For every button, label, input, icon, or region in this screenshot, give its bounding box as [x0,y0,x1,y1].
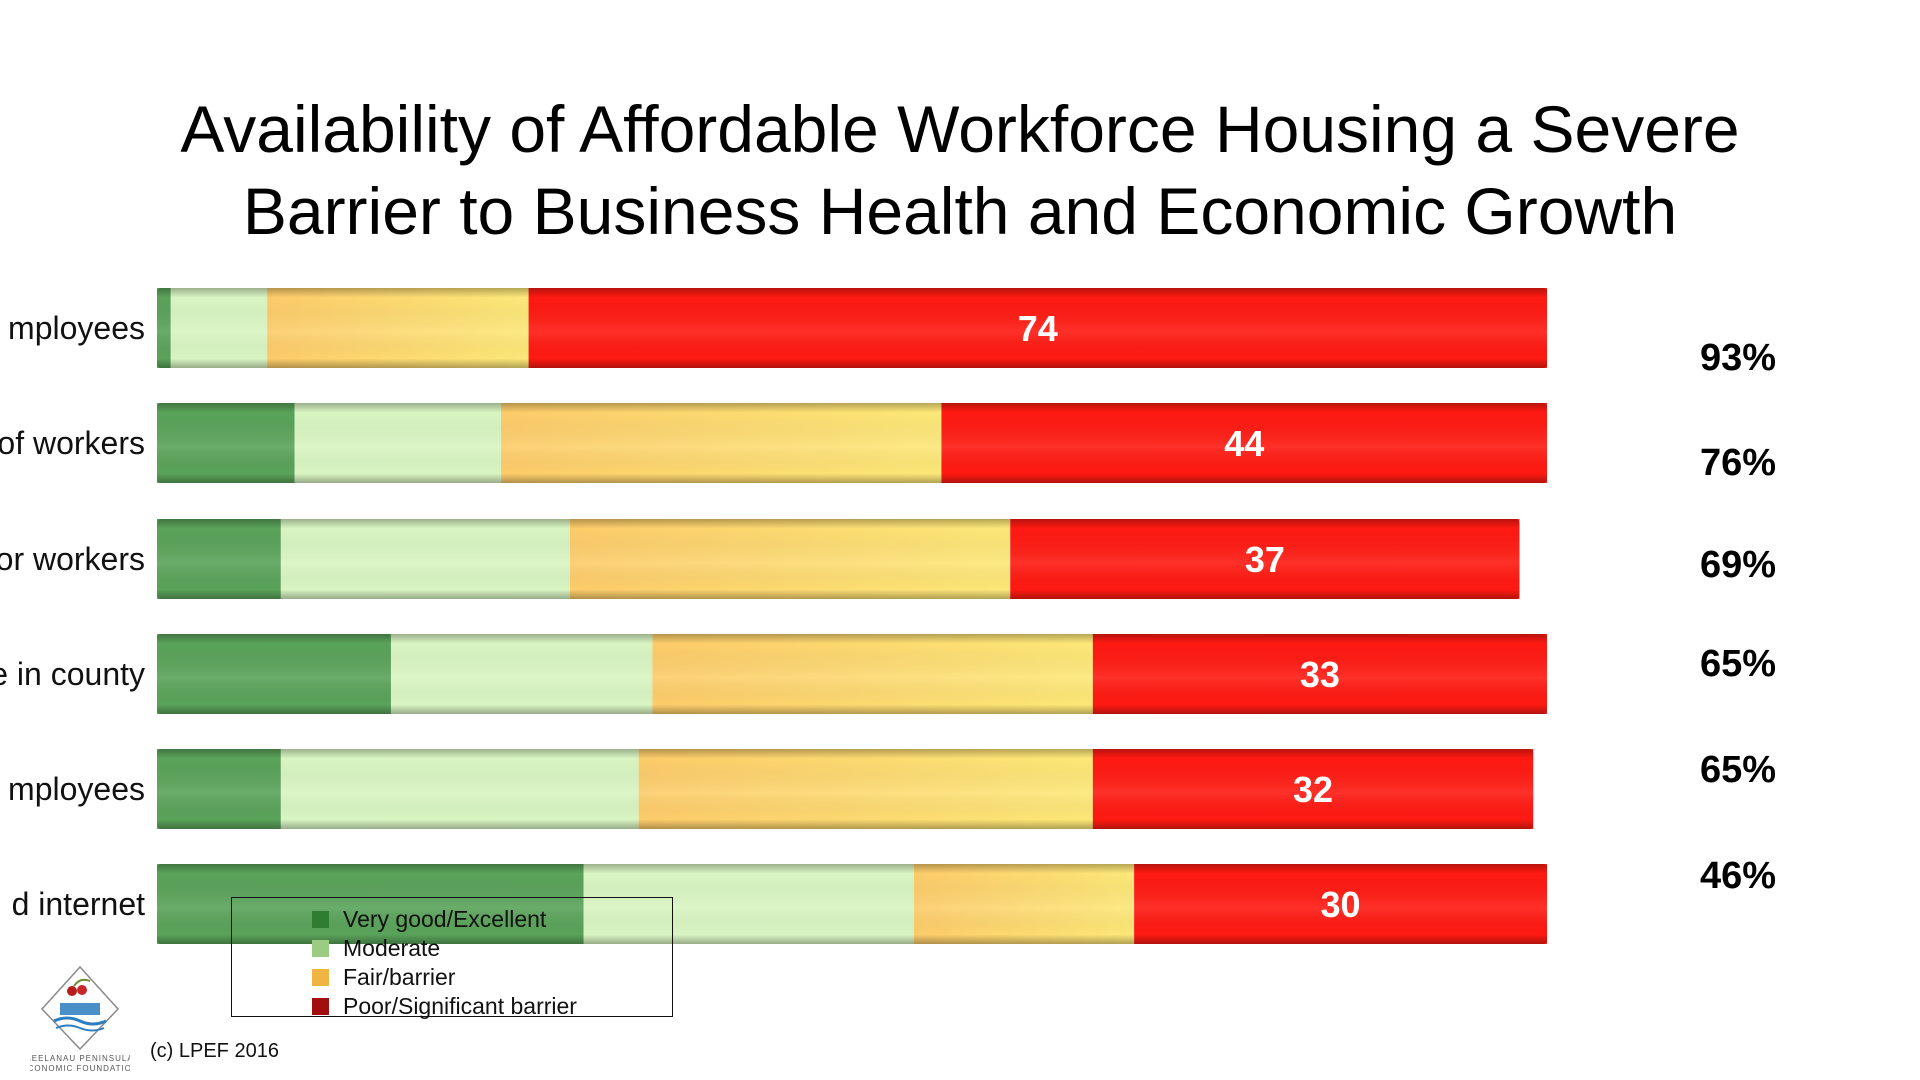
category-label-6: d internet [12,886,146,922]
legend: Very good/Excellent Moderate Fair/barrie… [231,897,673,1019]
legend-label-fair: Fair/barrier [343,963,456,990]
bar-shading-5 [157,749,1534,829]
legend-swatch-poor [312,997,329,1015]
bar-shading-2 [157,403,1547,483]
chart-title-line-1: Availability of Affordable Workforce Hou… [180,92,1740,166]
logo-text-line-1: LEELANAU PENINSULA [30,1054,130,1063]
legend-item-poor: Poor/Significant barrier [312,993,577,1019]
legend-item-fair: Fair/barrier [312,964,455,990]
percent-label-2: 76% [1700,442,1776,484]
category-label-4: e in county [0,656,145,692]
legend-label-poor: Poor/Significant barrier [343,992,577,1019]
legend-item-very-good: Very good/Excellent [312,906,546,932]
bar-shading-6 [157,864,1547,944]
percent-label-5: 65% [1700,749,1776,791]
logo-water-icon [53,1016,107,1026]
chart-title: Availability of Affordable Workforce Hou… [0,88,1920,252]
bar-value-label-3: 37 [1245,539,1285,580]
bar-value-label-6: 30 [1321,884,1361,925]
category-label-1: mployees [8,310,145,346]
logo-building-icon [60,1003,100,1015]
percent-label-4: 65% [1700,643,1776,685]
logo-text-line-2: ECONOMIC FOUNDATION [30,1064,130,1073]
legend-label-moderate: Moderate [343,934,441,961]
chart-title-line-2: Barrier to Business Health and Economic … [242,174,1678,248]
bar-value-label-5: 32 [1293,769,1333,810]
bar-value-label-1: 74 [1018,308,1058,349]
legend-swatch-fair [312,968,329,986]
lpef-logo: LEELANAU PENINSULA ECONOMIC FOUNDATION [30,965,130,1073]
bar-shading-3 [157,519,1520,599]
legend-swatch-very-good [312,910,329,928]
legend-label-very-good: Very good/Excellent [343,905,547,932]
legend-swatch-moderate [312,939,329,957]
copyright-text: (c) LPEF 2016 [150,1040,279,1062]
logo-cherry-icon [67,986,77,996]
percent-label-1: 93% [1700,337,1776,379]
bar-shading-1 [157,288,1547,368]
percent-label-6: 46% [1700,855,1776,897]
legend-item-moderate: Moderate [312,935,440,961]
category-label-5: mployees [8,771,145,807]
bar-value-label-4: 33 [1300,654,1340,695]
bar-shading-4 [157,634,1547,714]
percent-label-3: 69% [1700,544,1776,586]
bar-value-label-2: 44 [1224,423,1264,464]
category-label-3: or workers [0,541,145,577]
category-label-2: of workers [0,425,145,461]
logo-cherry-icon-2 [77,985,87,995]
